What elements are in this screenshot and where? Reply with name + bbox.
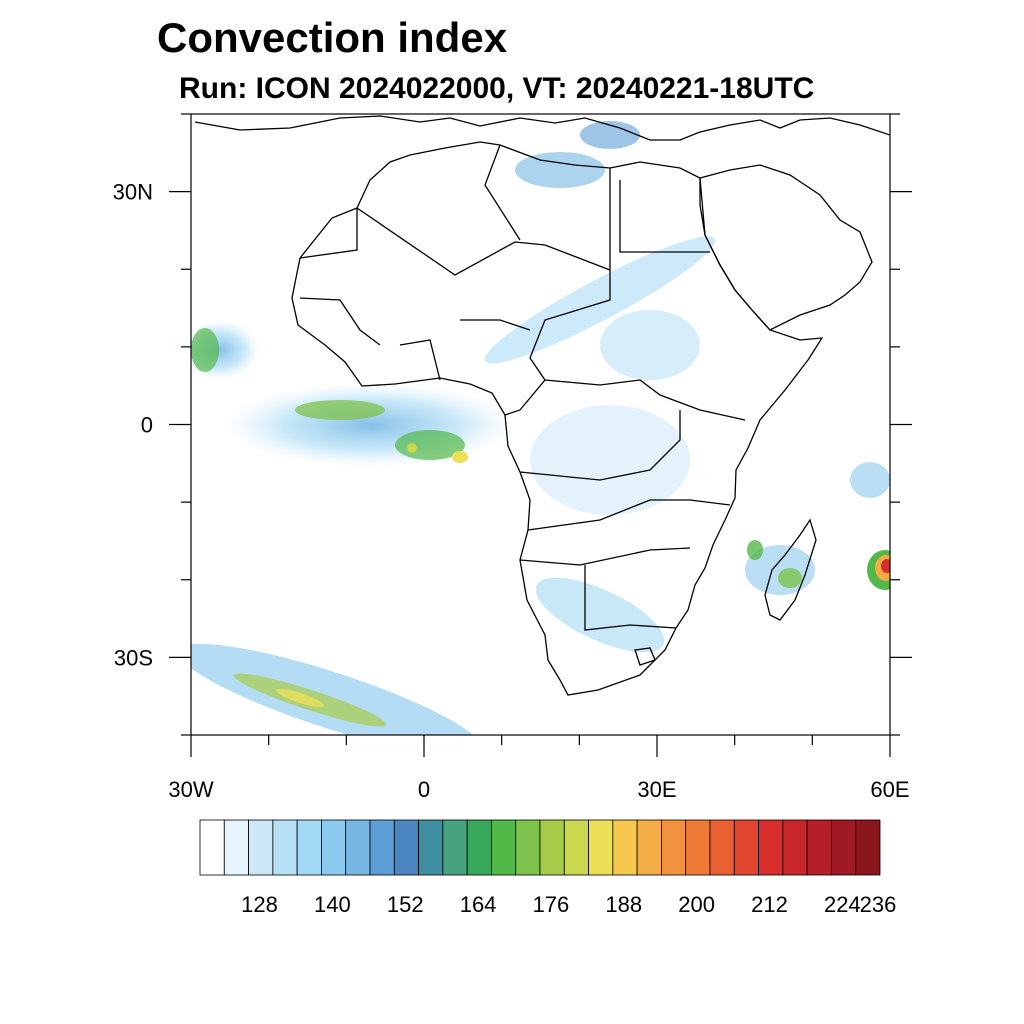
colorbar-tick-label: 128: [241, 892, 278, 917]
convection-atlantic-band-core: [295, 400, 385, 420]
convection-southern-africa: [535, 577, 665, 653]
colorbar-swatch: [369, 819, 395, 876]
colorbar-tick-label: 212: [751, 892, 788, 917]
colorbar-swatch: [733, 819, 759, 876]
colorbar-swatch: [612, 819, 638, 876]
lon-tick-label: 30E: [637, 777, 676, 802]
convection-gulf-guinea-spot: [407, 443, 417, 453]
convection-field: [191, 121, 890, 735]
convection-east-africa: [600, 310, 700, 380]
colorbar-swatch: [588, 819, 614, 876]
colorbar-tick-label: 236: [860, 892, 897, 917]
chart-title: Convection index: [157, 14, 508, 61]
border-15: [299, 297, 381, 346]
colorbar-tick-label: 188: [605, 892, 642, 917]
lat-tick-label: 0: [141, 413, 153, 438]
lat-tick-label: 30S: [114, 645, 153, 670]
convection-aegean: [580, 121, 640, 149]
colorbar-swatch: [199, 819, 225, 876]
border-14: [399, 339, 441, 381]
colorbar-swatch: [248, 819, 274, 876]
colorbar-swatch: [855, 819, 881, 876]
colorbar-swatch: [345, 819, 371, 876]
colorbar-swatch: [418, 819, 444, 876]
border-8: [519, 410, 681, 481]
colorbar-swatch: [831, 819, 857, 876]
colorbar-swatch: [491, 819, 517, 876]
colorbar-swatch: [272, 819, 298, 876]
convection-indian-ocean-ne: [850, 462, 890, 498]
lat-tick-label: 30N: [113, 180, 153, 205]
border-10: [519, 547, 691, 566]
convection-nw-atlantic-core: [191, 328, 219, 372]
colorbar-swatch: [321, 819, 347, 876]
border-9: [527, 499, 731, 531]
colorbar-tick-label: 140: [314, 892, 351, 917]
convection-madagascar-peak: [747, 540, 763, 560]
colorbar-swatch: [563, 819, 589, 876]
africa-coastline: [291, 141, 824, 696]
map-axes: 30W 0 30E 60E 30N 0 30S: [113, 113, 912, 802]
colorbar-tick-label: 152: [387, 892, 424, 917]
colorbar-tick-label: 176: [533, 892, 570, 917]
convection-madagascar-core: [778, 568, 802, 588]
border-13: [460, 319, 531, 331]
convection-congo: [530, 405, 690, 515]
colorbar-swatch: [442, 819, 468, 876]
lon-tick-label: 30W: [168, 777, 213, 802]
europe-coastline: [194, 115, 890, 141]
border-3: [529, 168, 611, 359]
arabia-coastline: [699, 164, 873, 331]
colorbar-swatch: [782, 819, 808, 876]
lon-tick-label: 60E: [870, 777, 909, 802]
border-11: [584, 565, 677, 631]
colorbar-swatch: [685, 819, 711, 876]
border-5: [484, 144, 521, 241]
colorbar-swatch: [296, 819, 322, 876]
convection-cyclone-core: [881, 559, 890, 573]
border-2: [356, 207, 611, 276]
border-6: [504, 357, 546, 416]
convection-gulf-guinea-peak: [452, 451, 468, 463]
colorbar-tick-label: 200: [678, 892, 715, 917]
colorbar-swatch: [539, 819, 565, 876]
colorbar-swatch: [758, 819, 784, 876]
convection-south-atlantic-peak: [276, 688, 324, 708]
colorbar-swatch: [661, 819, 687, 876]
colorbar-swatch: [806, 819, 832, 876]
colorbar-swatch: [636, 819, 662, 876]
chart-subtitle: Run: ICON 2024022000, VT: 20240221-18UTC: [179, 72, 815, 105]
colorbar-swatch: [709, 819, 735, 876]
colorbar-tick-label: 224: [824, 892, 861, 917]
convection-atlantic-band: [225, 383, 515, 467]
coastlines: [194, 115, 890, 696]
colorbar-tick-label: 164: [460, 892, 497, 917]
colorbar-swatch: [393, 819, 419, 876]
border-12: [634, 647, 656, 666]
colorbar-swatch: [515, 819, 541, 876]
border-7: [544, 379, 746, 421]
madagascar-coastline: [764, 518, 817, 621]
convection-sahel-band: [484, 236, 716, 364]
border-1: [299, 208, 358, 259]
border-4: [619, 180, 710, 253]
convection-mediterranean: [515, 152, 605, 188]
colorbar-swatch: [223, 819, 249, 876]
colorbar-swatch: [466, 819, 492, 876]
lon-tick-label: 0: [418, 777, 430, 802]
